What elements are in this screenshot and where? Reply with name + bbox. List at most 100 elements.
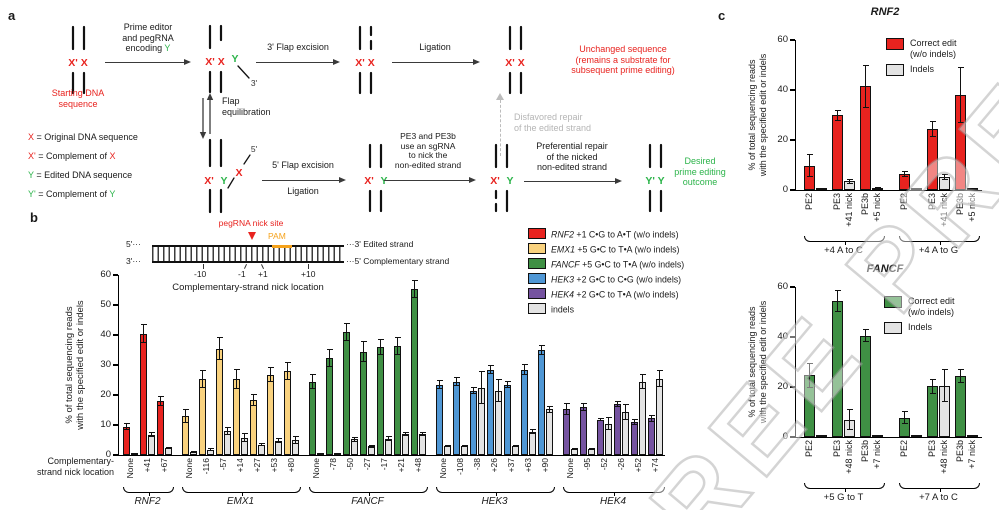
error-bar-cap [402, 435, 409, 437]
dna-duplex-nicked-bottom: X' Y [490, 143, 514, 213]
error-bar-cap [631, 419, 638, 421]
error-bar [278, 438, 279, 443]
legend-swatch [528, 288, 546, 299]
bar-label: -27 [362, 458, 372, 471]
error-bar-cap [834, 119, 841, 121]
error-bar-cap [131, 453, 138, 455]
error-bar-cap [140, 323, 147, 325]
bar [648, 418, 655, 455]
bar [656, 378, 663, 455]
bar-label: +53 [269, 458, 279, 473]
error-bar-cap [546, 405, 553, 407]
unchanged-sequence-text: Unchanged sequence (remains a substrate … [571, 44, 675, 75]
bar [444, 446, 451, 455]
bar [250, 399, 257, 455]
bar [216, 348, 223, 455]
error-bar-cap [241, 441, 248, 443]
error-bar-cap [605, 429, 612, 431]
disfavored-repair-label: Disfavored repair of the edited strand [514, 112, 592, 133]
dna-letter-y: Y [220, 175, 227, 187]
error-bar-cap [588, 447, 595, 449]
pegrna-nick-site-label: pegRNA nick site [218, 218, 284, 228]
bar-label: +48 nick [939, 440, 949, 474]
error-bar [253, 393, 254, 406]
error-bar [600, 417, 601, 422]
y-axis-tick [113, 424, 118, 426]
bar-label: +67 [159, 458, 169, 473]
error-bar-cap [929, 378, 936, 380]
error-bar [507, 380, 508, 389]
bar [538, 350, 545, 455]
error-bar-cap [597, 420, 604, 422]
error-bar-cap [563, 402, 570, 404]
error-bar [849, 178, 850, 184]
arrow-pe3-nick [384, 176, 476, 183]
error-bar [354, 436, 355, 442]
bar-label: PE3b [955, 193, 965, 216]
legend-row-emx1: EMX1 +5 G•C to T•A (w/o indels) [528, 243, 679, 255]
error-bar [473, 386, 474, 395]
error-bar-cap [957, 122, 964, 124]
arrow-disfavored-repair [496, 93, 504, 156]
error-bar [809, 154, 810, 177]
error-bar [549, 405, 550, 413]
chart-c1-legend: Correct edit (w/o indels) Indels [886, 38, 957, 76]
error-bar [405, 431, 406, 437]
error-bar-cap [190, 452, 197, 454]
group-label: EMX1 [226, 496, 255, 507]
flap-equilibration-label: Flap equilibration [222, 96, 271, 117]
error-bar [456, 376, 457, 387]
error-bar-cap [343, 340, 350, 341]
error-bar-cap [182, 408, 189, 410]
bar [326, 357, 333, 455]
error-bar-cap [941, 179, 948, 180]
inset-tick-label: -10 [194, 269, 207, 279]
error-bar [414, 279, 415, 298]
error-bar [591, 447, 592, 451]
error-bar-cap [385, 440, 392, 442]
chart-c2-plot: 0 20 40 60 PE2 PE3 +48 nick PE3b +7 nick +5 G to … [777, 282, 982, 503]
group-brace [899, 483, 980, 492]
bar [614, 404, 621, 455]
error-bar-cap [846, 428, 853, 430]
group-label: FANCF [351, 496, 384, 507]
y-axis-tick-label: 20 [100, 389, 111, 400]
error-bar-cap [444, 444, 451, 446]
error-bar-cap [258, 442, 265, 444]
legend-entry-indels: Indels [886, 64, 957, 76]
bar [284, 371, 291, 455]
error-bar-cap [941, 369, 948, 371]
group-label: +5 G to T [823, 492, 864, 503]
error-bar-cap [419, 434, 426, 436]
error-bar [261, 442, 262, 447]
bar [343, 332, 350, 455]
y-axis-tick-label: 60 [777, 281, 788, 292]
bar-label: None [311, 458, 321, 479]
dna-letters: X' X [355, 57, 374, 69]
three-prime-label: 3' [251, 78, 258, 88]
error-bar [346, 323, 347, 341]
inset-tick-label: +1 [258, 269, 268, 279]
bar-label: +27 [252, 458, 262, 473]
error-bar-cap [250, 393, 257, 395]
chart-c1-plot: 0 20 40 60 PE2 PE3 +41 nick PE3b +5 nick +4 A to … [777, 35, 982, 256]
bar [360, 351, 367, 455]
bar-label: -52 [599, 458, 609, 471]
group-brace [123, 487, 174, 496]
chart-c2-legend: Correct edit (w/o indels) Indels [884, 296, 955, 334]
error-bar-cap [495, 400, 502, 402]
error-bar-cap [284, 362, 291, 363]
bar-label: +80 [286, 458, 296, 473]
dna-duplex-heteroduplex: X' Y [364, 143, 388, 213]
inset-tick [203, 264, 205, 269]
bar-label: +74 [650, 458, 660, 473]
error-bar [236, 369, 237, 389]
error-bar-cap [216, 337, 223, 339]
y-axis-tick-label: 0 [782, 431, 788, 442]
chart-c1-title: RNF2 [870, 6, 900, 18]
error-bar-cap [588, 449, 595, 451]
error-bar-cap [580, 409, 587, 411]
error-bar-cap [929, 392, 936, 394]
error-bar-cap [461, 444, 468, 446]
error-bar-cap [267, 381, 274, 383]
